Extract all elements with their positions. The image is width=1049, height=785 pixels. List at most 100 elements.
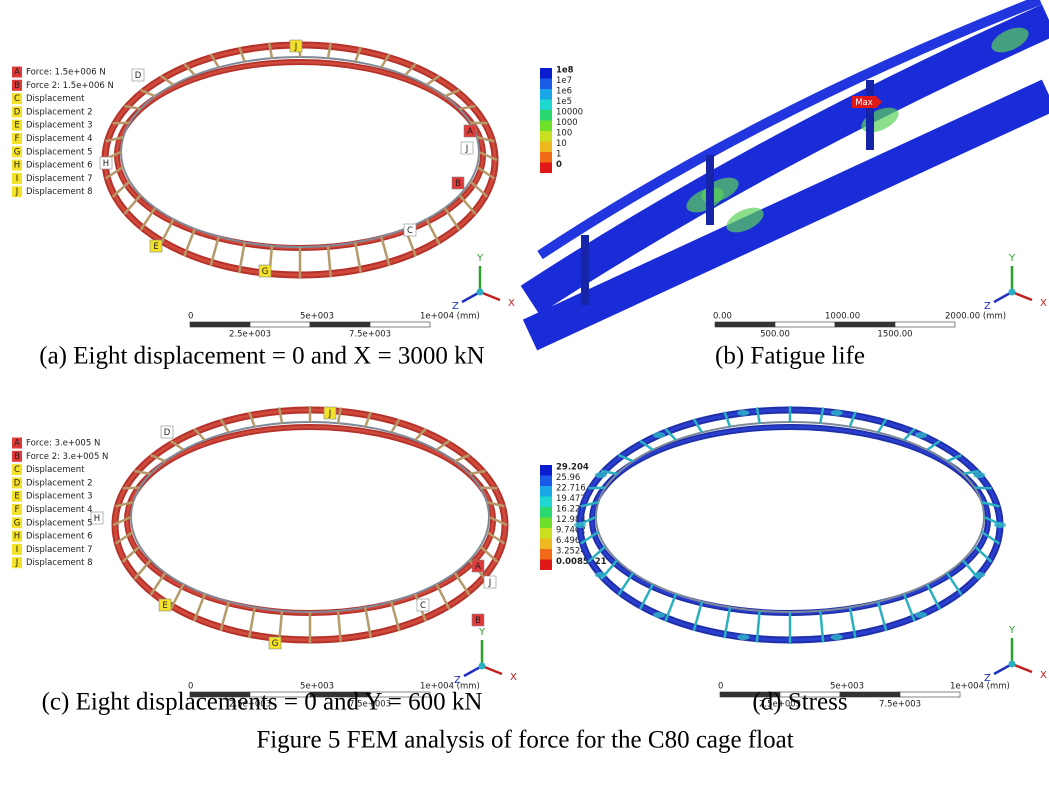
legend-letter: D [14, 107, 21, 117]
ring-rib [134, 560, 150, 579]
stress-spot [994, 522, 1006, 528]
legend-text: Displacement 8 [26, 558, 93, 568]
stress-spot [653, 432, 665, 438]
axis-origin [1009, 661, 1016, 668]
stress-spot [737, 634, 749, 640]
ring-model [574, 406, 1006, 644]
contour-swatch [540, 152, 552, 163]
legend-text: Displacement 6 [26, 161, 93, 171]
scale-label: 0.00 [713, 312, 732, 322]
marker-label: B [475, 616, 481, 626]
marker-label: B [455, 179, 461, 189]
legend-letter: J [15, 558, 19, 568]
legend-text: Displacement [26, 465, 85, 475]
ring-rib [470, 123, 487, 124]
legend-letter: A [14, 439, 20, 449]
scale-label: 1000.00 [825, 312, 860, 322]
contour-swatch [540, 560, 552, 571]
stress-spot [574, 522, 586, 528]
ring-rib [113, 123, 130, 124]
legend-text: Displacement 5 [26, 147, 93, 157]
legend-letter: G [14, 518, 21, 528]
legend-text: Displacement 2 [26, 478, 93, 488]
legend-letter: B [14, 81, 20, 91]
marker-label: A [467, 127, 473, 137]
legend-text: Displacement [26, 94, 85, 104]
pipe-model [530, 0, 1049, 335]
axis-origin [477, 289, 484, 296]
stress-spot [737, 410, 749, 416]
contour-label: 22.716 [556, 484, 586, 494]
legend-letter: B [14, 452, 20, 462]
pipe [530, 20, 1049, 300]
legend-letter: E [14, 121, 19, 131]
scale-bar [835, 322, 895, 327]
contour-label: 1e8 [556, 66, 574, 76]
figure: Figure 5 FEM analysis of force for the C… [0, 0, 1049, 785]
legend-text: Displacement 7 [26, 545, 93, 555]
legend-text: Displacement 4 [26, 505, 93, 515]
contour-label: 1000 [556, 118, 578, 128]
ring-rib [618, 573, 633, 595]
stress-spot [653, 612, 665, 618]
scale-label: 500.00 [760, 330, 790, 340]
contour-label: 0.0085121 [556, 557, 607, 567]
contour-label: 25.96 [556, 473, 580, 483]
ring-rib [480, 488, 497, 489]
marker-label: J [488, 578, 492, 588]
marker-label: J [328, 409, 332, 419]
contour-label: 1e5 [556, 97, 572, 107]
contour-swatch [540, 528, 552, 539]
contour-swatch [540, 486, 552, 497]
axis-origin [479, 663, 486, 670]
scale-bar [190, 322, 250, 327]
scale-bar [250, 322, 310, 327]
ring-rib [455, 573, 470, 595]
legend-text: Displacement 3 [26, 121, 93, 131]
ring-rib [975, 488, 992, 489]
contour-label: 1 [556, 150, 561, 160]
axis-origin [1009, 289, 1016, 296]
axis-label: Y [478, 627, 486, 638]
axis-label: X [510, 672, 517, 683]
contour-swatch [540, 89, 552, 100]
axis-label: X [1040, 298, 1047, 309]
marker-label: D [164, 428, 171, 438]
ring-rib [151, 573, 166, 595]
contour-label: 1e7 [556, 76, 572, 86]
axis-label: Z [984, 673, 991, 684]
axis-label: Z [984, 301, 991, 312]
ring-rib [459, 195, 475, 214]
panel-caption: (b) Fatigue life [715, 343, 865, 370]
legend-text: Displacement 5 [26, 518, 93, 528]
contour-swatch [540, 163, 552, 174]
contour-swatch [540, 497, 552, 508]
scale-bar [895, 322, 955, 327]
contour-label: 10 [556, 139, 567, 149]
scale-label: 5e+003 [300, 312, 334, 322]
panel-caption: (a) Eight displacement = 0 and X = 3000 … [39, 343, 484, 370]
scale-label: 7.5e+003 [879, 700, 921, 710]
axis-label: X [1040, 670, 1047, 681]
scale-label: 1e+004 (mm) [420, 312, 480, 322]
stress-spot [831, 410, 843, 416]
stress-spot [915, 432, 927, 438]
marker-label: G [262, 267, 269, 277]
marker-label: E [162, 601, 167, 611]
contour-label: 10000 [556, 108, 583, 118]
legend-letter: H [14, 532, 20, 542]
contour-swatch [540, 79, 552, 90]
legend-text: Force 2: 3.e+005 N [26, 452, 108, 462]
scale-label: 2000.00 (mm) [945, 312, 1006, 322]
marker-label: E [153, 242, 158, 252]
marker-label: A [475, 562, 481, 572]
legend-text: Force 2: 1.5e+006 N [26, 81, 114, 91]
axis-label: Y [476, 253, 484, 264]
ring-rib [445, 208, 460, 230]
legend-letter: A [14, 68, 20, 78]
contour-swatch [540, 68, 552, 79]
pipe-bracket [581, 235, 589, 305]
legend-text: Displacement 4 [26, 134, 93, 144]
legend-letter: I [16, 545, 19, 555]
ring-rib [124, 195, 140, 214]
